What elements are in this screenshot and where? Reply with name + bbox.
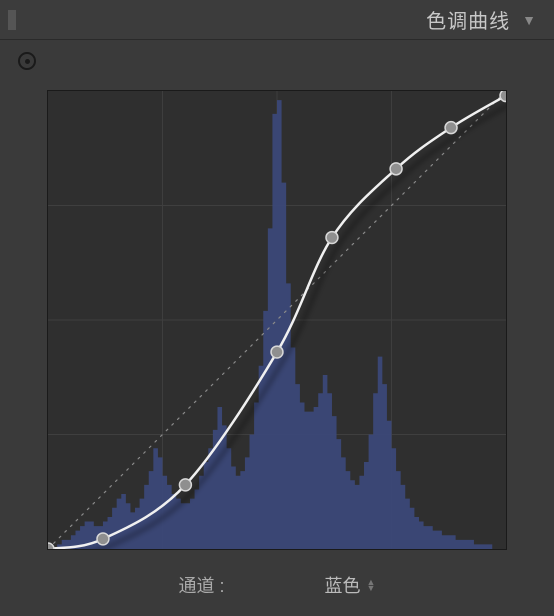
channel-dropdown[interactable]: 蓝色 ▲▼ (325, 572, 376, 598)
panel-body: 通道 : 蓝色 ▲▼ (0, 40, 554, 598)
panel-header[interactable]: 色调曲线 ▼ (0, 0, 554, 40)
tone-curve-editor[interactable] (47, 90, 507, 550)
target-adjustment-icon[interactable] (18, 52, 36, 70)
channel-value: 蓝色 (325, 572, 361, 598)
curve-canvas[interactable] (48, 91, 506, 549)
channel-label: 通道 : (179, 572, 225, 598)
channel-selector-row: 通道 : 蓝色 ▲▼ (25, 550, 529, 598)
panel-title: 色调曲线 (426, 5, 510, 34)
dropdown-arrows-icon: ▲▼ (367, 579, 376, 591)
collapse-triangle-icon[interactable]: ▼ (522, 12, 536, 28)
panel-switch[interactable] (8, 10, 16, 30)
